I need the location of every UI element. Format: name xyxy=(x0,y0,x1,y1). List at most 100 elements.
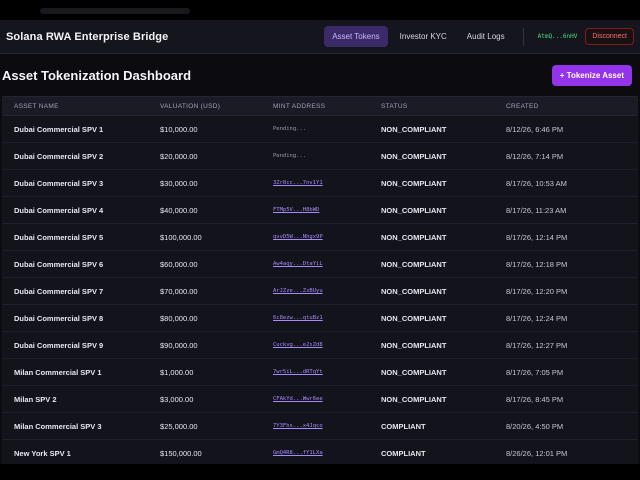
table-row[interactable]: Dubai Commercial SPV 7 $70,000.00 ArJZze..… xyxy=(2,278,638,305)
table-row[interactable]: Dubai Commercial SPV 8 $80,000.00 6c8ezw..… xyxy=(2,305,638,332)
nav-divider xyxy=(522,27,524,46)
mint-address-link[interactable]: 6c8ezw...qtuBz1 xyxy=(273,315,323,321)
created-cell: 8/17/26, 8:45 PM xyxy=(506,394,564,404)
table-row[interactable]: New York SPV 1 $150,000.00 GmQ4R8...fY1LXa… xyxy=(2,440,638,467)
asset-name-cell: Milan Commercial SPV 3 xyxy=(14,421,102,431)
status-cell: NON_COMPLIANT xyxy=(381,205,447,215)
created-cell: 8/17/26, 11:23 AM xyxy=(506,205,567,215)
mint-address-link: Pending... xyxy=(273,153,307,159)
table-row[interactable]: Dubai Commercial SPV 6 $60,000.00 Aw4aqy..… xyxy=(2,251,638,278)
mint-address-link: Pending... xyxy=(273,126,307,132)
created-cell: 8/17/26, 10:53 AM xyxy=(506,178,567,188)
wallet-address: AtmQ...6nHV xyxy=(537,33,578,40)
valuation-cell: $150,000.00 xyxy=(160,448,202,458)
status-cell: NON_COMPLIANT xyxy=(381,367,447,377)
valuation-cell: $1,000.00 xyxy=(160,367,194,377)
page-header: Asset Tokenization Dashboard + Tokenize … xyxy=(0,54,640,96)
table-row[interactable]: Dubai Commercial SPV 2 $20,000.00 Pending.… xyxy=(2,143,638,170)
mint-address-link[interactable]: Aw4aqy...DtaYiL xyxy=(273,261,323,267)
browser-top-strip xyxy=(0,0,640,20)
table-row[interactable]: Dubai Commercial SPV 9 $90,000.00 Cuckvg..… xyxy=(2,332,638,359)
mint-address-link[interactable]: qvvD5W...Nhgx9P xyxy=(273,234,323,240)
status-cell: NON_COMPLIANT xyxy=(381,286,447,296)
status-cell: NON_COMPLIANT xyxy=(381,232,447,242)
column-header-status[interactable]: STATUS xyxy=(381,102,408,110)
assets-table: ASSET NAME VALUATION (USD) MINT ADDRESS … xyxy=(2,96,638,467)
mint-address-link[interactable]: Cuckvg...e2sZd8 xyxy=(273,342,323,348)
status-cell: COMPLIANT xyxy=(381,421,426,431)
bottom-strip xyxy=(0,464,640,480)
asset-name-cell: Milan Commercial SPV 1 xyxy=(14,367,102,377)
status-cell: COMPLIANT xyxy=(381,448,426,458)
table-row[interactable]: Dubai Commercial SPV 4 $40,000.00 FTMp5V..… xyxy=(2,197,638,224)
status-cell: NON_COMPLIANT xyxy=(381,178,447,188)
created-cell: 8/17/26, 12:20 PM xyxy=(506,286,568,296)
valuation-cell: $100,000.00 xyxy=(160,232,202,242)
table-row[interactable]: Milan Commercial SPV 1 $1,000.00 7wr5iL...… xyxy=(2,359,638,386)
valuation-cell: $10,000.00 xyxy=(160,124,198,134)
mint-address-link[interactable]: CFAkYd...Wwr6ee xyxy=(273,396,323,402)
asset-name-cell: Dubai Commercial SPV 4 xyxy=(14,205,104,215)
tokenize-asset-button[interactable]: + Tokenize Asset xyxy=(551,64,632,86)
valuation-cell: $20,000.00 xyxy=(160,151,198,161)
created-cell: 8/26/26, 12:01 PM xyxy=(506,448,568,458)
created-cell: 8/20/26, 4:50 PM xyxy=(506,421,564,431)
asset-name-cell: Dubai Commercial SPV 1 xyxy=(14,124,104,134)
valuation-cell: $80,000.00 xyxy=(160,313,198,323)
mint-address-link[interactable]: GmQ4R8...fY1LXa xyxy=(273,450,323,456)
asset-name-cell: Dubai Commercial SPV 9 xyxy=(14,340,104,350)
column-header-asset-name[interactable]: ASSET NAME xyxy=(14,102,59,110)
status-cell: NON_COMPLIANT xyxy=(381,259,447,269)
created-cell: 8/17/26, 12:14 PM xyxy=(506,232,568,242)
asset-name-cell: Dubai Commercial SPV 5 xyxy=(14,232,104,242)
asset-name-cell: Dubai Commercial SPV 7 xyxy=(14,286,104,296)
brand-title: Solana RWA Enterprise Bridge xyxy=(6,30,169,43)
valuation-cell: $60,000.00 xyxy=(160,259,198,269)
status-cell: NON_COMPLIANT xyxy=(381,394,447,404)
mint-address-link[interactable]: 7Y3Fhs...x4Jqco xyxy=(273,423,323,429)
tab-investor-kyc[interactable]: Investor KYC xyxy=(399,32,447,41)
valuation-cell: $25,000.00 xyxy=(160,421,198,431)
valuation-cell: $90,000.00 xyxy=(160,340,198,350)
disconnect-button[interactable]: Disconnect xyxy=(585,28,634,45)
asset-name-cell: Milan SPV 2 xyxy=(14,394,57,404)
table-body: Dubai Commercial SPV 1 $10,000.00 Pending.… xyxy=(2,116,638,467)
valuation-cell: $3,000.00 xyxy=(160,394,194,404)
valuation-cell: $40,000.00 xyxy=(160,205,198,215)
asset-name-cell: Dubai Commercial SPV 6 xyxy=(14,259,104,269)
tab-asset-tokens[interactable]: Asset Tokens xyxy=(324,26,388,47)
nav-right: Asset Tokens Investor KYC Audit Logs Atm… xyxy=(324,26,634,47)
valuation-cell: $70,000.00 xyxy=(160,286,198,296)
status-cell: NON_COMPLIANT xyxy=(381,313,447,323)
mint-address-link[interactable]: 3Zr8cc...7nv1Y1 xyxy=(273,180,323,186)
column-header-valuation[interactable]: VALUATION (USD) xyxy=(160,102,221,110)
mint-address-link[interactable]: 7wr5iL...dRTqYt xyxy=(273,369,323,375)
table-header: ASSET NAME VALUATION (USD) MINT ADDRESS … xyxy=(2,96,638,116)
created-cell: 8/17/26, 12:27 PM xyxy=(506,340,568,350)
asset-name-cell: Dubai Commercial SPV 8 xyxy=(14,313,104,323)
status-cell: NON_COMPLIANT xyxy=(381,340,447,350)
created-cell: 8/17/26, 12:24 PM xyxy=(506,313,568,323)
tab-audit-logs[interactable]: Audit Logs xyxy=(466,32,505,41)
table-row[interactable]: Milan Commercial SPV 3 $25,000.00 7Y3Fhs..… xyxy=(2,413,638,440)
page-title: Asset Tokenization Dashboard xyxy=(2,67,192,83)
asset-name-cell: Dubai Commercial SPV 2 xyxy=(14,151,104,161)
created-cell: 8/17/26, 12:18 PM xyxy=(506,259,568,269)
created-cell: 8/17/26, 7:05 PM xyxy=(506,367,564,377)
navbar: Solana RWA Enterprise Bridge Asset Token… xyxy=(0,20,640,54)
asset-name-cell: New York SPV 1 xyxy=(14,448,71,458)
table-row[interactable]: Dubai Commercial SPV 3 $30,000.00 3Zr8cc..… xyxy=(2,170,638,197)
table-row[interactable]: Dubai Commercial SPV 1 $10,000.00 Pending.… xyxy=(2,116,638,143)
status-cell: NON_COMPLIANT xyxy=(381,151,447,161)
created-cell: 8/12/26, 7:14 PM xyxy=(506,151,564,161)
asset-name-cell: Dubai Commercial SPV 3 xyxy=(14,178,104,188)
valuation-cell: $30,000.00 xyxy=(160,178,198,188)
column-header-created[interactable]: CREATED xyxy=(506,102,539,110)
mint-address-link[interactable]: ArJZze...ZsBUyu xyxy=(273,288,323,294)
table-row[interactable]: Dubai Commercial SPV 5 $100,000.00 qvvD5W.… xyxy=(2,224,638,251)
created-cell: 8/12/26, 6:46 PM xyxy=(506,124,564,134)
column-header-mint-address[interactable]: MINT ADDRESS xyxy=(273,102,326,110)
status-cell: NON_COMPLIANT xyxy=(381,124,447,134)
table-row[interactable]: Milan SPV 2 $3,000.00 CFAkYd...Wwr6ee NON_C… xyxy=(2,386,638,413)
mint-address-link[interactable]: FTMp5V...H8bWD xyxy=(273,207,320,213)
